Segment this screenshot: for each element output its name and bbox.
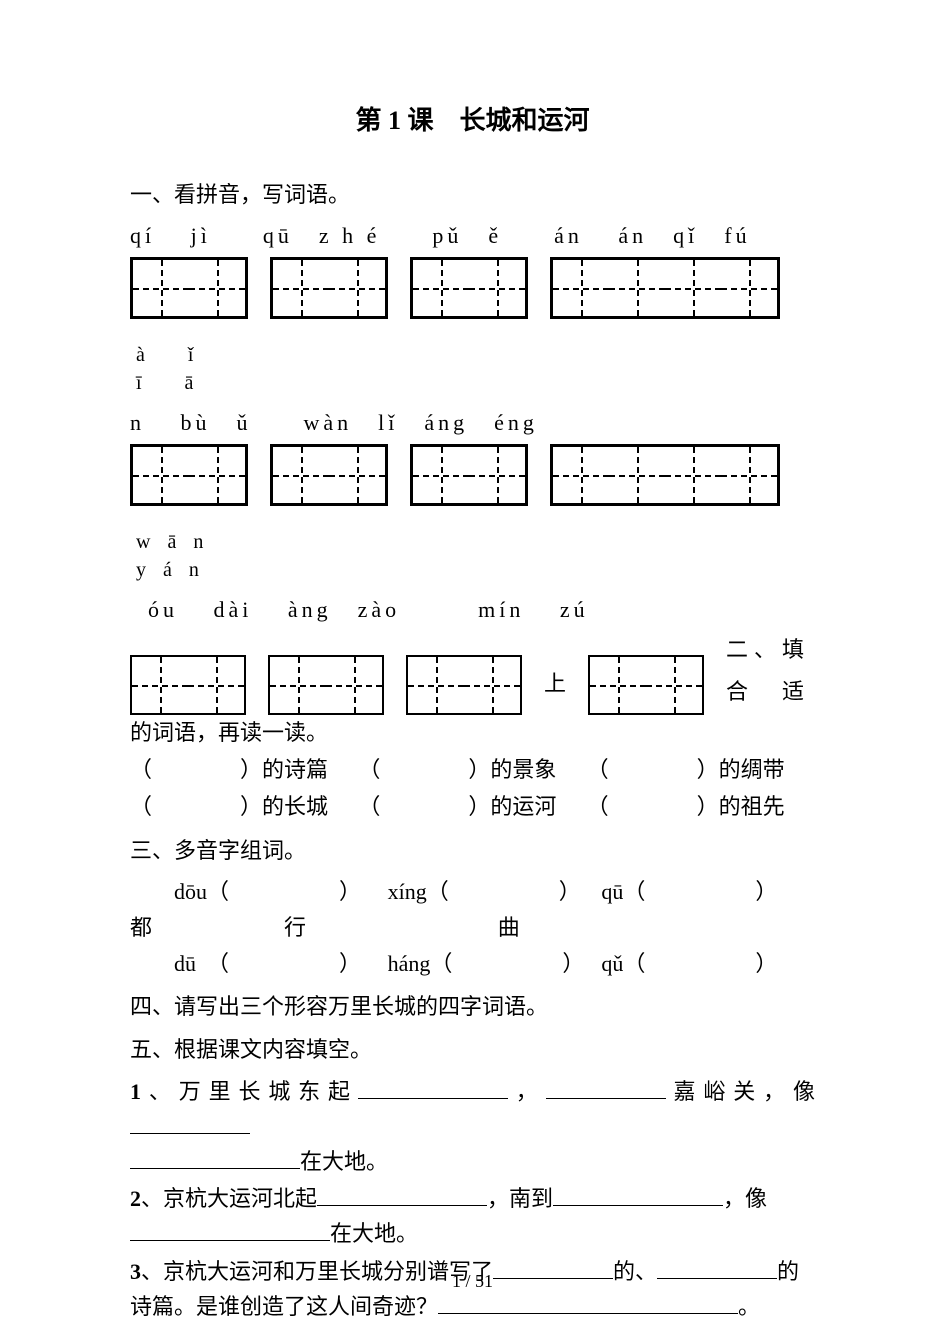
q-num: 1: [130, 1079, 141, 1104]
fill-row-1: （ ）的诗篇 （ ）的景象 （ ）的绸带: [130, 752, 815, 787]
section2-lead-1: 二、填: [726, 629, 810, 671]
fill-item: （ ）的祖先: [587, 789, 815, 824]
write-box: [550, 444, 780, 506]
pinyin-row-2: n bù ǔ wàn lǐ áng éng: [130, 405, 815, 440]
blank-underline: [130, 1219, 330, 1241]
section5-heading: 五、根据课文内容填空。: [130, 1032, 815, 1067]
box-row-3: 上 二、填 合 适: [130, 629, 815, 715]
fill-item: （ ）的运河: [358, 789, 586, 824]
pinyin-row-3: óu dài àng zào mín zú: [130, 592, 815, 627]
write-box: [270, 444, 388, 506]
poly-row: dū （ ） háng（ ） qǔ（ ）: [130, 946, 815, 981]
side-text: ī ā: [136, 369, 199, 397]
box-row-2: w ā n y á n: [130, 444, 815, 584]
write-box: [406, 655, 522, 715]
blank-underline: [553, 1184, 723, 1206]
lesson-title: 第 1 课 长城和运河: [130, 100, 815, 142]
write-box: [130, 444, 248, 506]
section1-heading: 一、看拼音，写词语。: [130, 177, 815, 212]
section4-heading: 四、请写出三个形容万里长城的四字词语。: [130, 989, 815, 1024]
mid-text: 上: [544, 666, 566, 715]
write-box: [410, 444, 528, 506]
write-box: [270, 257, 388, 319]
poly-pinyin: xíng（ ）: [388, 874, 602, 909]
blank-underline: [546, 1077, 666, 1099]
q-num: 2: [130, 1186, 141, 1211]
poly-pinyin: dū （ ）: [174, 946, 388, 981]
question-1: 1、万里长城东起，嘉峪关，像在大地。: [130, 1074, 815, 1180]
side-text: w ā n: [136, 528, 209, 556]
question-2: 2、京杭大运河北起，南到，像在大地。: [130, 1181, 815, 1251]
section2-heading-rest: 的词语，再读一读。: [130, 715, 815, 750]
section3-heading: 三、多音字组词。: [130, 833, 815, 868]
poly-row: dōu（ ） xíng（ ） qū（ ）: [130, 874, 815, 909]
pinyin-row-1: qí jì qū z h é pǔ ě án án qǐ fú: [130, 218, 815, 253]
section2-lead-2: 合 适: [726, 671, 810, 713]
write-box: [410, 257, 528, 319]
write-box: [588, 655, 704, 715]
poly-row-chars: 都 行 曲: [130, 910, 815, 945]
poly-pinyin: qū（ ）: [601, 874, 815, 909]
write-box: [550, 257, 780, 319]
box-row-1: à ǐ ī ā: [130, 257, 815, 397]
side-text: y á n: [136, 556, 209, 584]
blank-underline: [130, 1147, 300, 1169]
fill-item: （ ）的长城: [130, 789, 358, 824]
side-pinyin-1: à ǐ ī ā: [130, 341, 199, 397]
write-box: [130, 257, 248, 319]
section2-lead: 二、填 合 适: [726, 629, 810, 715]
side-pinyin-2: w ā n y á n: [130, 528, 209, 584]
fill-item: （ ）的绸带: [587, 752, 815, 787]
blank-underline: [130, 1112, 250, 1134]
fill-row-2: （ ）的长城 （ ）的运河 （ ）的祖先: [130, 789, 815, 824]
fill-item: （ ）的景象: [358, 752, 586, 787]
poly-char-mid: 曲: [388, 910, 602, 945]
poly-pinyin: dōu（ ）: [174, 874, 388, 909]
write-box: [130, 655, 246, 715]
poly-char: 都: [130, 910, 174, 945]
poly-pinyin: háng（ ）: [388, 946, 602, 981]
poly-char-mid: 行: [174, 910, 388, 945]
fill-item: （ ）的诗篇: [130, 752, 358, 787]
blank-underline: [358, 1077, 508, 1099]
side-text: à ǐ: [136, 341, 199, 369]
write-box: [268, 655, 384, 715]
page-footer: 1 / 51: [0, 1267, 945, 1296]
blank-underline: [317, 1184, 487, 1206]
poly-pinyin: qǔ（ ）: [601, 946, 815, 981]
